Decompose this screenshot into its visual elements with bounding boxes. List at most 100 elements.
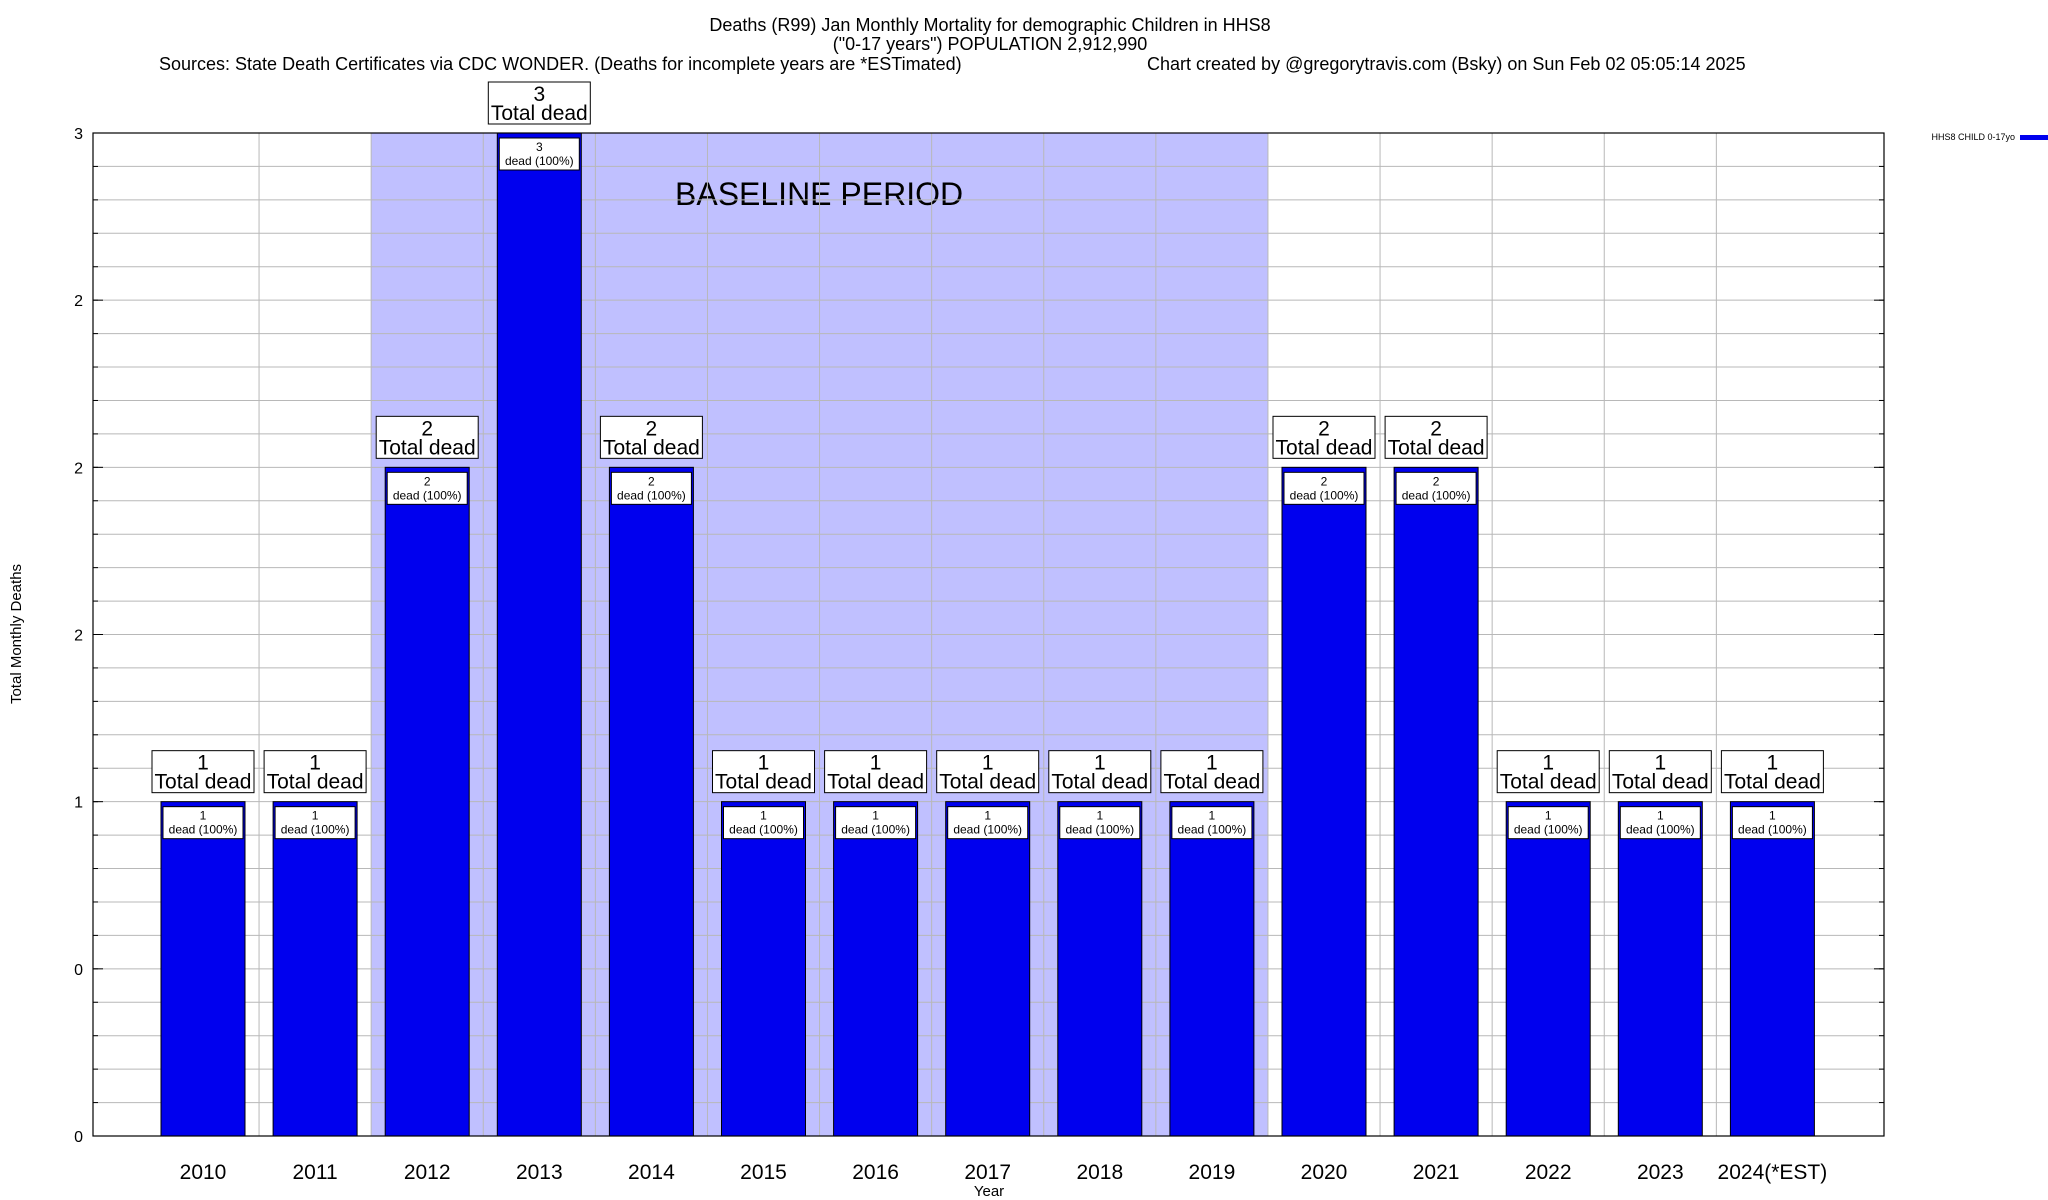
inner-label-text: dead (100%) [1178, 823, 1247, 837]
inner-label-box [386, 471, 468, 505]
top-label-value: 1 [1767, 752, 1779, 775]
inner-label-text: dead (100%) [1290, 488, 1359, 502]
top-label-box [375, 415, 479, 459]
top-label-box [487, 81, 591, 125]
top-label-box [1720, 750, 1824, 794]
y-tick-label: 2 [74, 460, 83, 477]
top-label-text: Total dead [155, 771, 252, 794]
bar [496, 132, 582, 1137]
top-label-value: 1 [309, 752, 321, 775]
top-label-value: 1 [1654, 752, 1666, 775]
top-label-text: Total dead [379, 436, 476, 459]
bar [1393, 466, 1479, 1137]
top-label-text: Total dead [1051, 771, 1148, 794]
inner-label-text: dead (100%) [1065, 823, 1134, 837]
baseline-period-label: BASELINE PERIOD [675, 176, 963, 212]
top-label-text: Total dead [1724, 771, 1821, 794]
x-tick-label: 2012 [404, 1161, 451, 1184]
y-tick-label: 2 [74, 293, 83, 310]
top-label-text: Total dead [603, 436, 700, 459]
inner-label-value: 2 [1321, 474, 1328, 488]
bar [1617, 801, 1703, 1137]
inner-label-value: 1 [1209, 809, 1216, 823]
top-label-text: Total dead [1276, 436, 1373, 459]
inner-label-text: dead (100%) [393, 488, 462, 502]
inner-label-value: 1 [1096, 809, 1103, 823]
title-line-4-credit: Chart created by @gregorytravis.com (Bsk… [1147, 54, 1746, 74]
top-label-value: 1 [870, 752, 882, 775]
top-label-value: 1 [1206, 752, 1218, 775]
top-label-value: 1 [197, 752, 209, 775]
top-label-box [824, 750, 928, 794]
inner-label-text: dead (100%) [1514, 823, 1583, 837]
top-label-box [1272, 415, 1376, 459]
x-tick-label: 2013 [516, 1161, 563, 1184]
inner-label-box [498, 137, 580, 171]
x-tick-label: 2021 [1413, 1161, 1460, 1184]
top-label-text: Total dead [939, 771, 1036, 794]
bar [721, 801, 806, 1137]
inner-label-text: dead (100%) [1626, 823, 1695, 837]
top-label-box [1608, 750, 1712, 794]
x-tick-label: 2019 [1189, 1161, 1236, 1184]
x-tick-label: 2023 [1637, 1161, 1684, 1184]
top-label-box [712, 750, 815, 794]
y-axis-title: Total Monthly Deaths [8, 564, 25, 704]
inner-label-text: dead (100%) [169, 823, 238, 837]
inner-label-value: 1 [1769, 809, 1776, 823]
top-label-text: Total dead [1612, 771, 1709, 794]
top-label-box [1048, 750, 1152, 794]
top-label-text: Total dead [267, 771, 364, 794]
top-label-box [1384, 415, 1488, 459]
inner-label-box [835, 806, 917, 840]
inner-label-value: 1 [984, 809, 991, 823]
x-tick-label: 2017 [964, 1161, 1011, 1184]
top-label-box [263, 750, 367, 794]
y-tick-label: 2 [74, 628, 83, 645]
inner-label-value: 3 [536, 140, 543, 154]
inner-label-box [610, 471, 692, 505]
title-line-1: Deaths (R99) Jan Monthly Mortality for d… [709, 15, 1270, 35]
x-tick-label: 2018 [1076, 1161, 1123, 1184]
inner-label-value: 1 [872, 809, 879, 823]
inner-label-text: dead (100%) [505, 154, 574, 168]
inner-label-box [1395, 471, 1477, 505]
x-tick-label: 2024(*EST) [1718, 1161, 1828, 1184]
x-axis-title: Year [974, 1183, 1004, 1200]
inner-label-value: 2 [424, 474, 431, 488]
x-tick-label: 2016 [852, 1161, 899, 1184]
top-label-value: 2 [421, 417, 433, 440]
inner-label-value: 1 [312, 809, 319, 823]
inner-label-text: dead (100%) [281, 823, 350, 837]
top-label-value: 1 [758, 752, 770, 775]
title-line-2: ("0-17 years") POPULATION 2,912,990 [833, 34, 1148, 54]
inner-label-text: dead (100%) [617, 488, 686, 502]
legend: HHS8 CHILD 0-17yo [1931, 132, 2048, 142]
bar [1057, 801, 1143, 1137]
inner-label-text: dead (100%) [953, 823, 1022, 837]
top-label-box [1496, 750, 1600, 794]
inner-label-box [274, 806, 356, 840]
inner-label-box [723, 806, 804, 840]
inner-label-text: dead (100%) [841, 823, 910, 837]
top-label-box [936, 750, 1040, 794]
y-tick-label: 3 [74, 126, 83, 143]
inner-label-text: dead (100%) [729, 823, 798, 837]
x-tick-label: 2020 [1301, 1161, 1348, 1184]
inner-label-value: 1 [1657, 809, 1664, 823]
x-tick-label: 2010 [180, 1161, 227, 1184]
y-tick-label: 1 [74, 795, 83, 812]
top-label-value: 3 [533, 83, 545, 106]
top-label-box [151, 750, 255, 794]
inner-label-value: 1 [200, 809, 207, 823]
inner-label-box [947, 806, 1029, 840]
inner-label-value: 2 [648, 474, 655, 488]
top-label-text: Total dead [491, 102, 588, 125]
bar [1281, 466, 1367, 1137]
axes: 2010 2011 2012 2013 2014 2015 2016 2017 2018 2019… [74, 126, 1885, 1184]
inner-label-text: dead (100%) [1402, 488, 1471, 502]
y-tick-label: 0 [74, 962, 83, 979]
inner-label-box [1619, 806, 1701, 840]
